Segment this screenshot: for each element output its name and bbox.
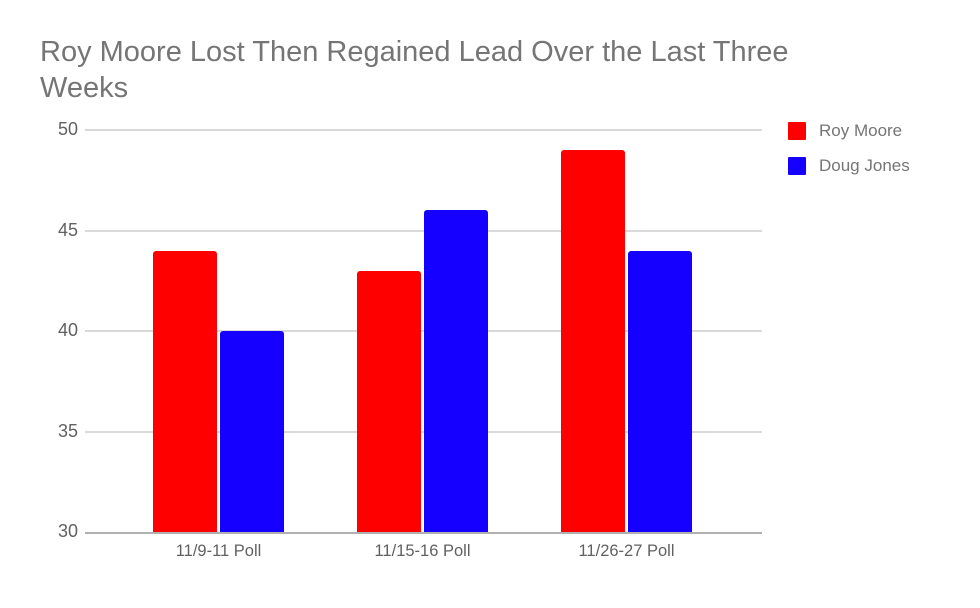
x-tick-label-11-15-16-poll: 11/15-16 Poll xyxy=(374,542,471,560)
gridline-45 xyxy=(85,229,762,232)
chart-title: Roy Moore Lost Then Regained Lead Over t… xyxy=(40,36,789,104)
legend-item-roy-moore: Roy Moore xyxy=(788,121,910,141)
y-tick-label-35: 35 xyxy=(57,420,78,441)
bar-doug-jones-11-9-11-poll xyxy=(220,331,284,532)
gridline-40 xyxy=(85,330,762,332)
legend-swatch-doug-jones xyxy=(788,157,806,175)
y-tick-label-40: 40 xyxy=(57,320,78,340)
legend-swatch-roy-moore xyxy=(788,122,806,140)
y-tick-label-30: 30 xyxy=(57,521,78,541)
bar-roy-moore-11-9-11-poll xyxy=(153,250,217,532)
gridline-35 xyxy=(85,430,762,433)
y-tick-label-45: 45 xyxy=(57,219,78,240)
bar-roy-moore-11-26-27-poll xyxy=(561,150,625,532)
legend-label-roy-moore: Roy Moore xyxy=(819,121,903,140)
legend-item-doug-jones: Doug Jones xyxy=(788,156,910,176)
gridline-50 xyxy=(85,129,762,131)
plot-area xyxy=(85,129,762,534)
legend: Roy Moore Doug Jones xyxy=(788,121,910,191)
x-tick-label-11-9-11-poll: 11/9-11 Poll xyxy=(175,542,262,560)
y-tick-label-50: 50 xyxy=(57,119,78,139)
bar-roy-moore-11-15-16-poll xyxy=(357,270,421,532)
x-tick-label-11-26-27-poll: 11/26-27 Poll xyxy=(578,542,675,560)
bar-doug-jones-11-15-16-poll xyxy=(424,210,488,532)
legend-label-doug-jones: Doug Jones xyxy=(819,156,910,175)
bar-doug-jones-11-26-27-poll xyxy=(628,250,692,532)
